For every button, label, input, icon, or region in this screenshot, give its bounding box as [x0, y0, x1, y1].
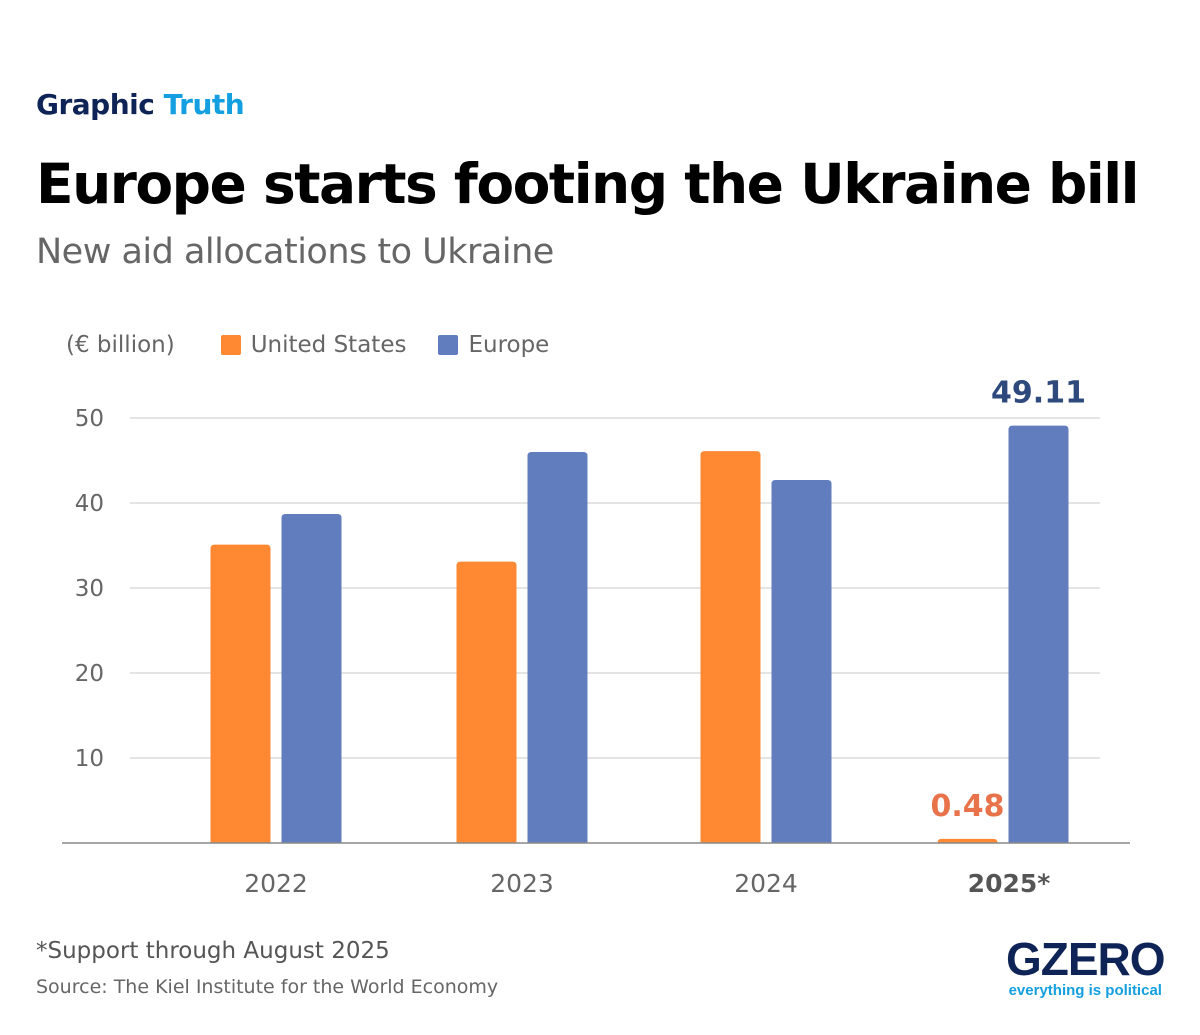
- bar-europe-2022: [281, 514, 342, 843]
- kicker-truth: Truth: [163, 88, 245, 121]
- kicker-graphic: Graphic: [36, 88, 155, 121]
- y-tick-label: 40: [75, 491, 104, 517]
- bar-united-states-2022: [210, 544, 271, 843]
- legend-label-us: United States: [250, 332, 407, 358]
- x-tick-label: 2025*: [968, 869, 1051, 898]
- gzero-logo: GZERO everything is political: [1006, 933, 1166, 999]
- bar-united-states-2025: [937, 838, 998, 843]
- data-label: 49.11: [991, 376, 1086, 411]
- x-tick-label: 2023: [490, 869, 554, 898]
- chart-subtitle: New aid allocations to Ukraine: [36, 232, 554, 272]
- y-tick-label: 50: [75, 406, 104, 432]
- y-tick-label: 30: [75, 576, 104, 602]
- bar-united-states-2024: [700, 451, 761, 843]
- legend-label-europe: Europe: [468, 332, 550, 358]
- data-label: 0.48: [930, 789, 1004, 824]
- y-tick-label: 20: [75, 661, 104, 687]
- bar-europe-2023: [527, 452, 588, 843]
- chart-title: Europe starts footing the Ukraine bill: [36, 152, 1139, 216]
- y-tick-label: 10: [75, 746, 104, 772]
- bar-europe-2024: [771, 480, 832, 843]
- source: Source: The Kiel Institute for the World…: [36, 976, 499, 998]
- logo-tagline: everything is political: [1008, 982, 1162, 999]
- logo-wordmark: GZERO: [1006, 933, 1166, 985]
- legend-item-us: United States: [220, 332, 407, 358]
- x-tick-label: 2022: [244, 869, 308, 898]
- legend-swatch-europe: [438, 335, 459, 355]
- y-unit-label: (€ billion): [66, 332, 175, 358]
- x-tick-label: 2024: [734, 869, 798, 898]
- bar-europe-2025: [1008, 425, 1069, 843]
- bar-united-states-2023: [456, 561, 517, 843]
- footnote: *Support through August 2025: [36, 938, 390, 964]
- kicker: Graphic Truth: [36, 88, 245, 121]
- legend-item-europe: Europe: [438, 332, 549, 358]
- legend-swatch-us: [220, 335, 241, 355]
- legend: (€ billion) United States Europe: [66, 332, 581, 358]
